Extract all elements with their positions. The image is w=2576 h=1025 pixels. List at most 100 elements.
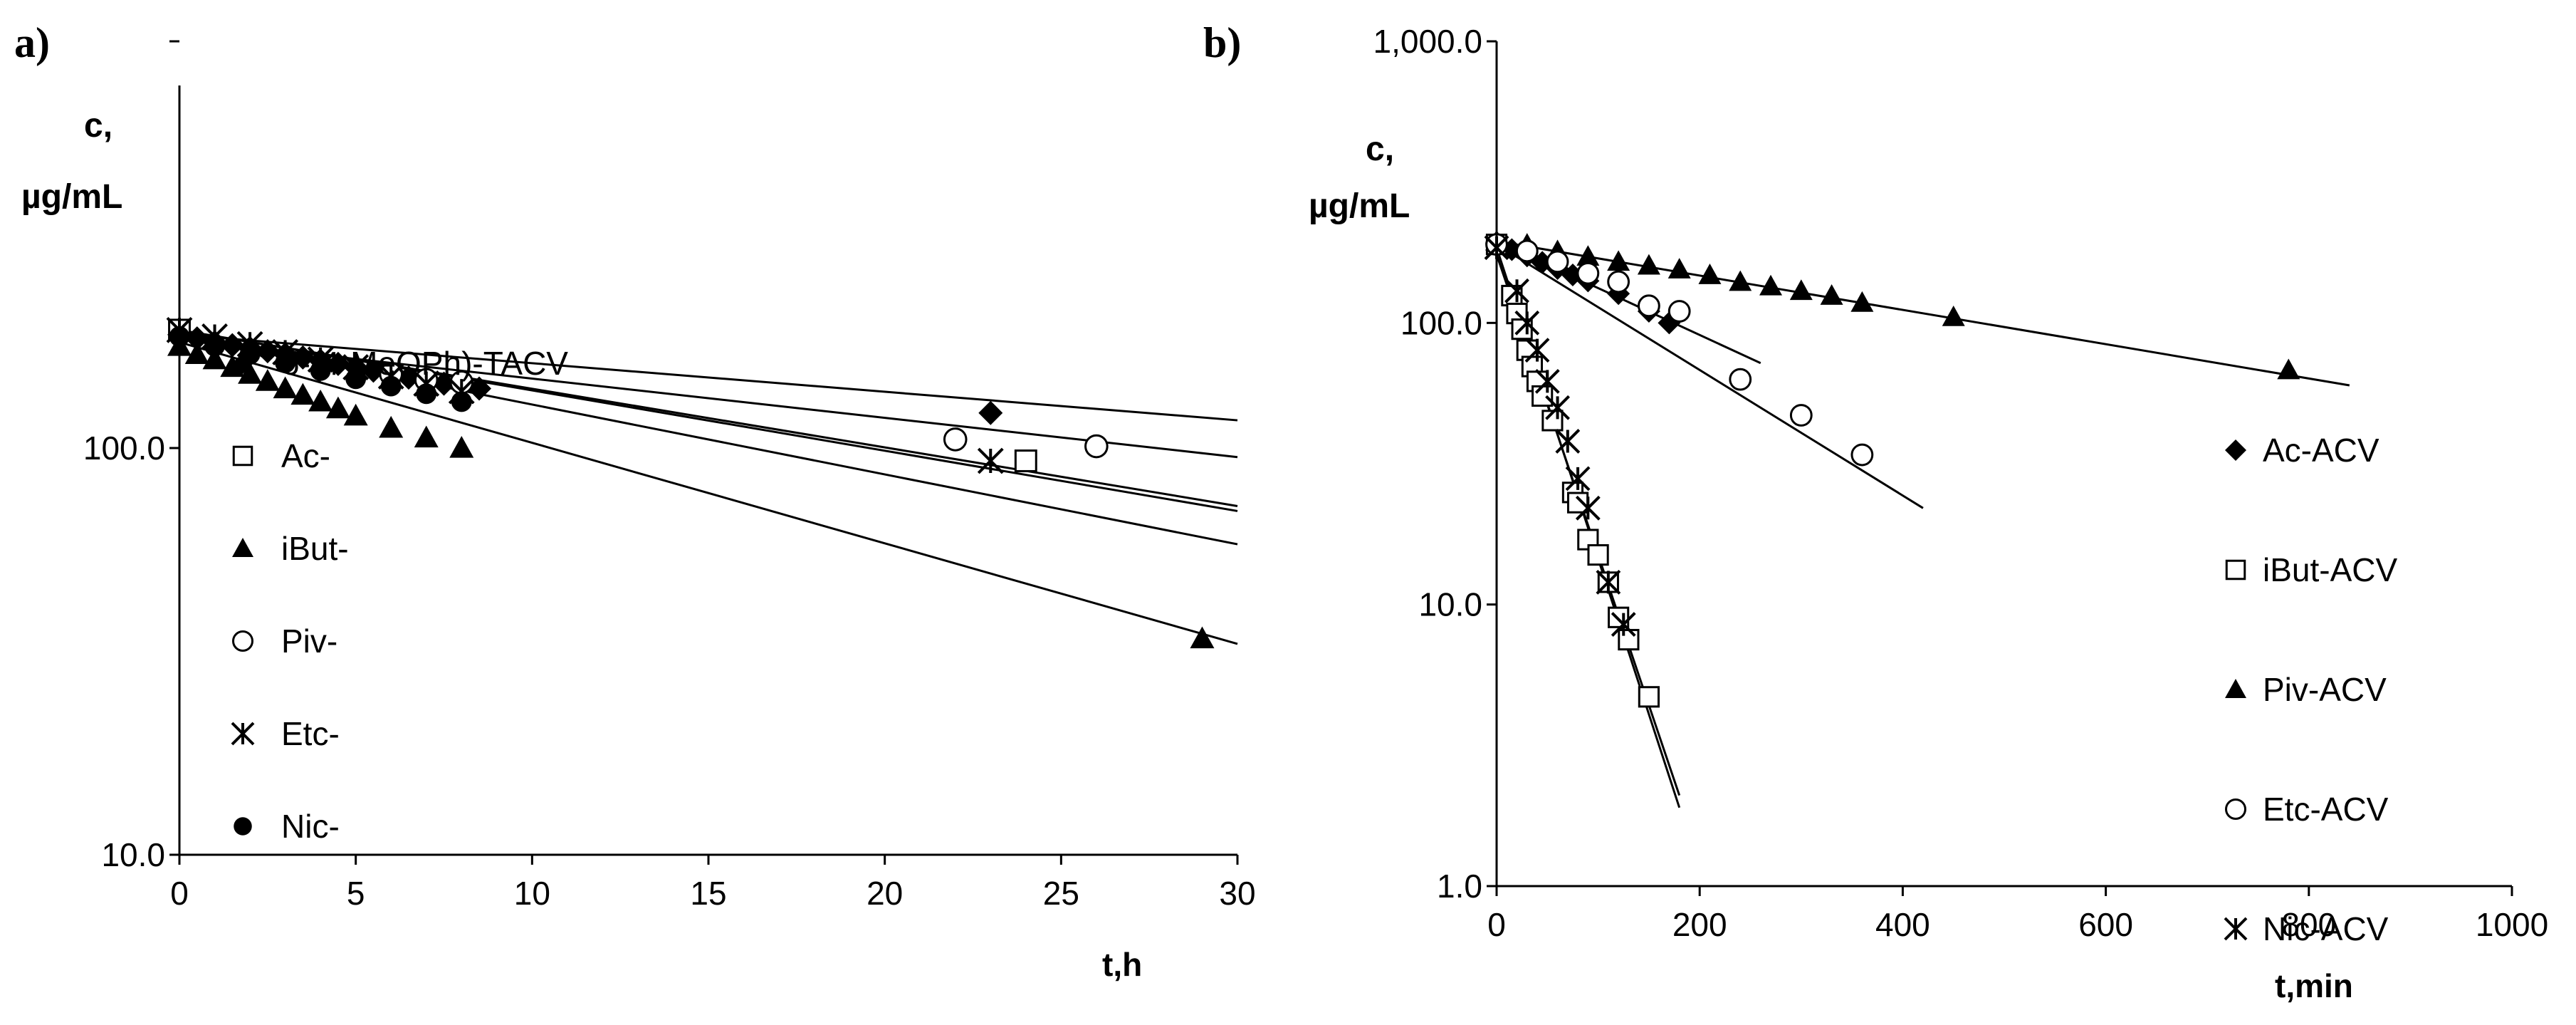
panel-b-ylabel-line1: c, [1366, 130, 1394, 168]
panel-b-point-piv-acv [1698, 264, 1722, 284]
panel-b-legend-label-ibut-acv: iBut-ACV [2263, 551, 2397, 588]
panel-a-fit-line-6-4-meoph-tacv [179, 333, 1238, 422]
panel-a-point-nic [380, 375, 402, 397]
panel-a-point-ibut [325, 396, 350, 419]
panel-b-point-etc-acv [1729, 368, 1752, 391]
panel-a-legend-label-6-4-meoph-tacv: 6-(4-MeOPh)-TACV [281, 345, 568, 382]
panel-b-legend-label-ac-acv: Ac-ACV [2263, 432, 2379, 469]
panel-b-point-piv-acv [1667, 258, 1691, 279]
panel-a-xtick-label: 20 [866, 875, 903, 912]
panel-b-label: b) [1203, 19, 1241, 66]
panel-b-point-nic-acv [1514, 310, 1540, 335]
panel-b-xtick-label: 200 [1672, 906, 1727, 943]
panel-a-legend-marker-piv [232, 630, 253, 652]
panel-b-xlabel: t,min [2275, 967, 2353, 1004]
panel-a-legend-marker-etc [231, 722, 255, 746]
panel-a-point-ibut [379, 415, 404, 438]
panel-a-label: a) [14, 19, 50, 66]
panel-b-point-piv-acv [1729, 270, 1752, 291]
panel-a-point-6-4-meoph-tacv [978, 400, 1003, 425]
panel-a-xtick-label: 30 [1219, 875, 1255, 912]
panel-b-point-nic-acv [1565, 466, 1591, 491]
panel-b-xtick-label: 0 [1487, 906, 1506, 943]
panel-b-point-nic-acv [1596, 569, 1621, 595]
panel-a-point-nic [204, 335, 225, 357]
panel-b-ytick-label: 1.0 [1437, 868, 1482, 905]
panel-b-point-piv-acv [1576, 245, 1600, 266]
panel-b-point-nic-acv [1555, 429, 1581, 454]
panel-a-xtick-label: 25 [1043, 875, 1079, 912]
panel-b-point-piv-acv [1789, 279, 1813, 301]
panel-a-point-ibut [343, 403, 368, 426]
panel-a-legend-marker-ac [232, 445, 253, 467]
panel-b-point-etc-acv [1789, 404, 1813, 427]
panel-b-point-etc-acv [1638, 294, 1660, 318]
panel-b-point-piv-acv [1820, 284, 1843, 305]
panel-b-point-piv-acv [1607, 250, 1630, 271]
panel-b-legend-label-etc-acv: Etc-ACV [2263, 791, 2389, 828]
panel-a-point-ibut [290, 383, 315, 405]
panel-a-point-ibut [202, 347, 227, 370]
panel-b-point-etc-acv [1850, 443, 1874, 467]
panel-a-legend-marker-6-4-meoph-tacv [232, 353, 253, 374]
panel-a-point-nic [345, 368, 367, 390]
panel-a-point-piv [1084, 434, 1109, 459]
panel-a-point-ibut [273, 376, 298, 399]
panel-b-legend-marker-ibut-acv [2225, 559, 2246, 581]
panel-a-point-nic [310, 360, 331, 381]
panel-b-legend-marker-etc-acv [2225, 798, 2246, 820]
panel-b-point-ibut-acv [1618, 628, 1640, 651]
panel-a-xtick-label: 5 [347, 875, 365, 912]
panel-b-point-nic-acv [1524, 338, 1550, 363]
panel-b-point-nic-acv [1504, 278, 1529, 303]
panel-b-point-etc-acv [1546, 250, 1569, 274]
panel-a-legend-label-ibut: iBut- [281, 530, 349, 567]
panel-b-point-piv-acv [1850, 291, 1874, 312]
panel-b-point-etc-acv [1667, 300, 1691, 323]
panel-b-point-etc-acv [1607, 270, 1630, 293]
panel-a-legend-marker-ibut [232, 538, 253, 557]
panel-b-point-nic-acv [1545, 395, 1570, 420]
panel-b-point-ibut-acv [1566, 491, 1589, 514]
panel-b-point-piv-acv [1637, 254, 1660, 275]
panel-a-ylabel-line2: µg/mL [21, 178, 122, 216]
panel-a-point-nic [451, 391, 472, 412]
panel-b-point-nic-acv [1575, 495, 1601, 521]
panel-a-xtick-label: 0 [170, 875, 189, 912]
panel-a-ytick-label: 100.0 [83, 430, 165, 467]
panel-b-xtick-label: 800 [2281, 906, 2336, 943]
panel-b-point-piv-acv [1942, 305, 1965, 326]
panel-a-point-piv [943, 427, 968, 452]
panel-b-xtick-label: 400 [1875, 906, 1930, 943]
panel-a-point-nic [275, 352, 296, 373]
panel-b-legend-label-nic-acv: Nic-ACV [2263, 910, 2389, 947]
panel-a-ytick-label: 10.0 [101, 836, 165, 873]
panel-b-point-nic-acv [1534, 368, 1560, 394]
panel-a-point-ibut [1190, 626, 1215, 649]
panel-a-point-6-4-meoph-tacv [184, 326, 209, 351]
panel-a-point-ac [1014, 449, 1037, 472]
panel-b-legend-marker-ac-acv [2225, 439, 2246, 461]
panel-a: a) c, µg/mL t,h 0 5 10 15 20 25 30 10.0 100.0 6-… [14, 19, 1256, 983]
panel-a-legend-marker-nic [234, 817, 252, 836]
panel-a-point-ibut [220, 355, 245, 378]
panel-b-ytick-label: 1,000.0 [1373, 23, 1482, 60]
panel-a-xtick-label: 15 [690, 875, 726, 912]
panel-b-point-nic-acv [1611, 612, 1636, 637]
panel-b: b) c, µg/mL t,min 0 200 400 600 800 1000 1.0 10… [1203, 19, 2548, 1004]
panel-b-point-ibut-acv [1587, 543, 1609, 566]
panel-a-point-ibut [449, 436, 474, 458]
panel-b-point-ibut-acv [1532, 385, 1554, 407]
panel-b-point-etc-acv [1576, 261, 1600, 285]
panel-b-ytick-label: 10.0 [1418, 586, 1482, 623]
panel-a-point-ibut [184, 342, 209, 365]
panel-b-fit-line-piv-acv [1496, 240, 2350, 387]
panel-a-point-6-4-meoph-tacv [255, 339, 280, 364]
panel-a-point-6-4-meoph-tacv [290, 345, 315, 370]
panel-b-legend-label-piv-acv: Piv-ACV [2263, 671, 2387, 708]
panel-a-point-ibut [308, 389, 333, 412]
panel-b-xtick-label: 1000 [2476, 906, 2548, 943]
panel-a-legend-label-nic: Nic- [281, 808, 340, 845]
panel-a-legend-label-piv: Piv- [281, 623, 337, 660]
